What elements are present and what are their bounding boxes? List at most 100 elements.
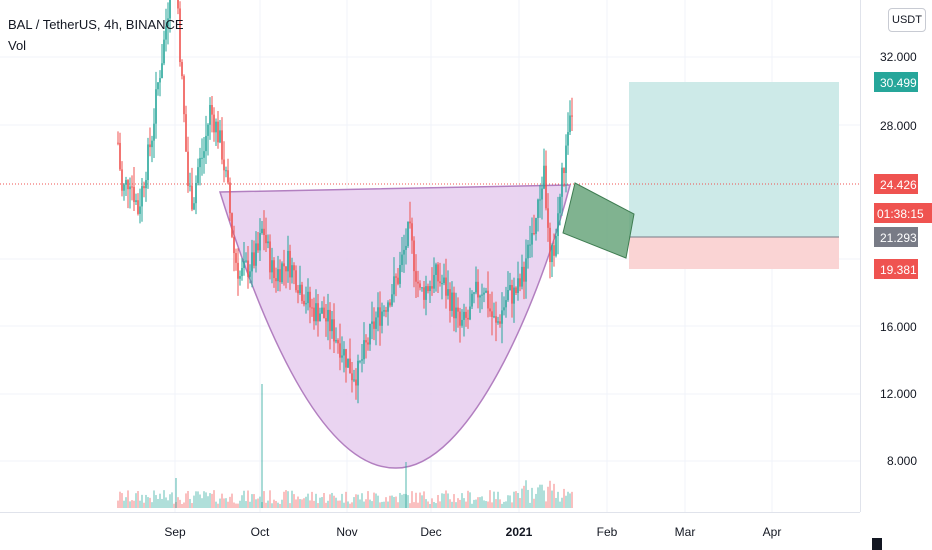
volume-bar xyxy=(123,500,125,508)
price-tick: 8.000 xyxy=(887,454,917,468)
candle-body xyxy=(565,145,567,174)
candle-body xyxy=(341,355,343,358)
entry-price-label-bg xyxy=(874,227,918,247)
volume-bar xyxy=(505,501,507,508)
volume-bar xyxy=(167,500,169,508)
candle-body xyxy=(445,277,447,296)
volume-bar xyxy=(199,494,201,508)
volume-bar xyxy=(571,491,573,508)
volume-bar xyxy=(203,491,205,508)
volume-bar xyxy=(441,493,443,508)
candle-body xyxy=(117,142,119,144)
volume-bar xyxy=(341,493,343,508)
volume-bar xyxy=(473,499,475,508)
volume-bar xyxy=(135,493,137,508)
time-tick: Nov xyxy=(336,525,357,539)
candle-body xyxy=(385,310,387,312)
candle-body xyxy=(125,180,127,185)
volume-bar xyxy=(539,484,541,508)
volume-bar xyxy=(413,502,415,508)
volume-bar xyxy=(291,490,293,508)
volume-bar xyxy=(381,501,383,508)
candle-body xyxy=(529,244,531,246)
candle-body xyxy=(151,140,153,148)
candle-body xyxy=(429,286,431,292)
volume-bar xyxy=(325,502,327,508)
candle-body xyxy=(261,228,263,234)
volume-bar xyxy=(369,499,371,508)
volume-bar xyxy=(527,489,529,508)
volume-bar xyxy=(285,490,287,508)
candle-body xyxy=(393,276,395,295)
candle-body xyxy=(213,114,215,133)
stop-price-label-bg xyxy=(874,259,918,279)
candle-body xyxy=(219,130,221,143)
candle-body xyxy=(301,284,303,301)
candle-body xyxy=(437,264,439,282)
candle-body xyxy=(539,199,541,201)
candle-body xyxy=(147,144,149,181)
target-price-label: 30.499 xyxy=(880,76,917,90)
target-zone[interactable] xyxy=(629,82,839,237)
volume-bar xyxy=(301,499,303,508)
volume-bar xyxy=(491,502,493,508)
volume-bar xyxy=(565,495,567,508)
candle-body xyxy=(363,340,365,360)
candle-body xyxy=(269,241,271,273)
time-tick: Sep xyxy=(164,525,186,539)
volume-bar xyxy=(439,501,441,508)
candle-body xyxy=(329,309,331,332)
volume-bar xyxy=(363,501,365,508)
candle-body xyxy=(417,281,419,284)
candle-body xyxy=(313,307,315,322)
time-axis[interactable]: Sep Oct Nov Dec 2021 Feb Mar Apr xyxy=(164,525,781,539)
volume-bar xyxy=(323,492,325,508)
candle-body xyxy=(133,186,135,202)
volume-bar xyxy=(311,491,313,508)
candle-body xyxy=(145,180,147,189)
candle-body xyxy=(373,321,375,329)
volume-bar xyxy=(517,492,519,508)
volume-bar xyxy=(361,493,363,508)
price-axis[interactable]: 32.000 28.000 16.000 12.000 8.000 xyxy=(880,50,917,468)
entry-price-label: 21.293 xyxy=(880,231,917,245)
volume-bar xyxy=(253,494,255,508)
candle-body xyxy=(549,227,551,263)
volume-bar xyxy=(453,494,455,508)
price-tick: 12.000 xyxy=(880,387,917,401)
candle-body xyxy=(217,121,219,143)
volume-bar xyxy=(317,503,319,508)
projection-arrow[interactable] xyxy=(562,182,635,259)
stop-price-label: 19.381 xyxy=(880,263,917,277)
volume-legend[interactable]: Vol xyxy=(8,38,27,53)
volume-bar xyxy=(391,495,393,508)
cup-pattern[interactable] xyxy=(218,184,571,469)
symbol-title[interactable]: BAL / TetherUS, 4h, BINANCE xyxy=(8,17,184,32)
volume-bar xyxy=(375,493,377,508)
volume-bar xyxy=(467,490,469,508)
candle-body xyxy=(345,349,347,368)
volume-bar xyxy=(181,503,183,508)
volume-bar xyxy=(371,501,373,508)
volume-bar xyxy=(329,494,331,508)
candle-body xyxy=(235,253,237,263)
volume-bar xyxy=(395,496,397,508)
volume-bar xyxy=(525,480,527,508)
volume-bar xyxy=(449,499,451,508)
currency-button[interactable]: USDT xyxy=(888,8,926,32)
candle-body xyxy=(199,157,201,168)
candle-body xyxy=(489,308,491,312)
candle-body xyxy=(525,258,527,282)
volume-bar xyxy=(553,483,555,508)
candle-body xyxy=(191,185,193,210)
stop-zone[interactable] xyxy=(629,237,839,269)
candle-body xyxy=(123,184,125,191)
volume-bar xyxy=(197,491,199,508)
volume-bar xyxy=(137,491,139,508)
volume-bar xyxy=(309,500,311,508)
volume-bar xyxy=(431,498,433,508)
candle-body xyxy=(347,358,349,368)
candle-body xyxy=(183,76,185,115)
candle-body xyxy=(277,269,279,282)
